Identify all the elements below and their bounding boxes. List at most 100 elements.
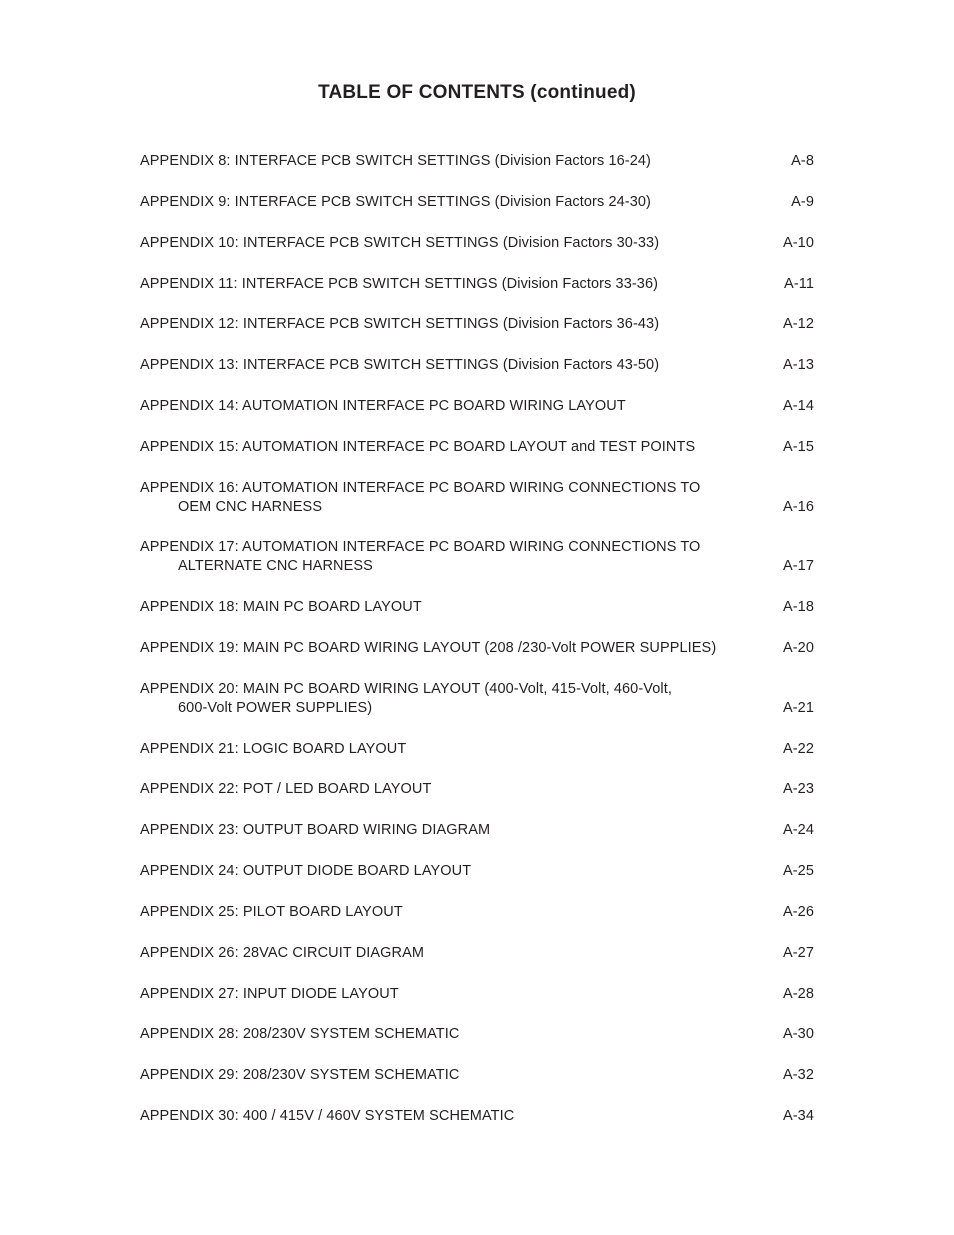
toc-line: APPENDIX 27: INPUT DIODE LAYOUT A-28 [140, 985, 814, 1004]
toc-page-number: A-27 [783, 944, 814, 963]
toc-page-number: A-16 [783, 498, 814, 517]
toc-text: APPENDIX 12: INTERFACE PCB SWITCH SETTIN… [140, 315, 659, 334]
toc-text: APPENDIX 23: OUTPUT BOARD WIRING DIAGRAM [140, 821, 490, 840]
toc-entry: APPENDIX 22: POT / LED BOARD LAYOUT A-23 [140, 780, 814, 799]
toc-page-number: A-9 [791, 193, 814, 212]
toc-page-number: A-34 [783, 1107, 814, 1126]
toc-page-number: A-12 [783, 315, 814, 334]
toc-entry: APPENDIX 14: AUTOMATION INTERFACE PC BOA… [140, 397, 814, 416]
toc-line: APPENDIX 30: 400 / 415V / 460V SYSTEM SC… [140, 1107, 814, 1126]
toc-line: APPENDIX 24: OUTPUT DIODE BOARD LAYOUT A… [140, 862, 814, 881]
toc-line: APPENDIX 11: INTERFACE PCB SWITCH SETTIN… [140, 275, 814, 294]
toc-line: APPENDIX 17: AUTOMATION INTERFACE PC BOA… [140, 538, 814, 557]
toc-line: APPENDIX 29: 208/230V SYSTEM SCHEMATIC A… [140, 1066, 814, 1085]
toc-line: APPENDIX 13: INTERFACE PCB SWITCH SETTIN… [140, 356, 814, 375]
toc-entry: APPENDIX 12: INTERFACE PCB SWITCH SETTIN… [140, 315, 814, 334]
toc-text: APPENDIX 24: OUTPUT DIODE BOARD LAYOUT [140, 862, 471, 881]
toc-entry: APPENDIX 8: INTERFACE PCB SWITCH SETTING… [140, 152, 814, 171]
toc-page-number: A-25 [783, 862, 814, 881]
toc-line: APPENDIX 8: INTERFACE PCB SWITCH SETTING… [140, 152, 814, 171]
toc-entry: APPENDIX 29: 208/230V SYSTEM SCHEMATIC A… [140, 1066, 814, 1085]
toc-page-number: A-32 [783, 1066, 814, 1085]
toc-line: APPENDIX 16: AUTOMATION INTERFACE PC BOA… [140, 479, 814, 498]
toc-page-number: A-14 [783, 397, 814, 416]
toc-page-number: A-18 [783, 598, 814, 617]
toc-text: APPENDIX 27: INPUT DIODE LAYOUT [140, 985, 399, 1004]
toc-text: APPENDIX 8: INTERFACE PCB SWITCH SETTING… [140, 152, 651, 171]
toc-page-number: A-26 [783, 903, 814, 922]
toc-line-continuation: 600-Volt POWER SUPPLIES) A-21 [140, 699, 814, 718]
toc-line: APPENDIX 28: 208/230V SYSTEM SCHEMATIC A… [140, 1025, 814, 1044]
toc-line: APPENDIX 19: MAIN PC BOARD WIRING LAYOUT… [140, 639, 814, 658]
toc-text: APPENDIX 9: INTERFACE PCB SWITCH SETTING… [140, 193, 651, 212]
toc-entry: APPENDIX 16: AUTOMATION INTERFACE PC BOA… [140, 479, 814, 517]
toc-line: APPENDIX 20: MAIN PC BOARD WIRING LAYOUT… [140, 680, 814, 699]
toc-text: APPENDIX 21: LOGIC BOARD LAYOUT [140, 740, 406, 759]
toc-text: APPENDIX 29: 208/230V SYSTEM SCHEMATIC [140, 1066, 459, 1085]
toc-line: APPENDIX 22: POT / LED BOARD LAYOUT A-23 [140, 780, 814, 799]
toc-text: APPENDIX 16: AUTOMATION INTERFACE PC BOA… [140, 479, 700, 498]
toc-entry: APPENDIX 21: LOGIC BOARD LAYOUT A-22 [140, 740, 814, 759]
table-of-contents: APPENDIX 8: INTERFACE PCB SWITCH SETTING… [140, 152, 814, 1126]
toc-entry: APPENDIX 26: 28VAC CIRCUIT DIAGRAM A-27 [140, 944, 814, 963]
toc-text: APPENDIX 14: AUTOMATION INTERFACE PC BOA… [140, 397, 626, 416]
toc-page-number: A-24 [783, 821, 814, 840]
toc-line: APPENDIX 9: INTERFACE PCB SWITCH SETTING… [140, 193, 814, 212]
toc-text: APPENDIX 20: MAIN PC BOARD WIRING LAYOUT… [140, 680, 672, 699]
toc-entry: APPENDIX 28: 208/230V SYSTEM SCHEMATIC A… [140, 1025, 814, 1044]
document-page: TABLE OF CONTENTS (continued) APPENDIX 8… [0, 0, 954, 1235]
toc-entry: APPENDIX 13: INTERFACE PCB SWITCH SETTIN… [140, 356, 814, 375]
toc-text: APPENDIX 22: POT / LED BOARD LAYOUT [140, 780, 431, 799]
toc-text: APPENDIX 28: 208/230V SYSTEM SCHEMATIC [140, 1025, 459, 1044]
toc-page-number: A-11 [784, 275, 814, 294]
toc-entry: APPENDIX 19: MAIN PC BOARD WIRING LAYOUT… [140, 639, 814, 658]
toc-entry: APPENDIX 11: INTERFACE PCB SWITCH SETTIN… [140, 275, 814, 294]
page-title: TABLE OF CONTENTS (continued) [140, 82, 814, 104]
toc-text: APPENDIX 13: INTERFACE PCB SWITCH SETTIN… [140, 356, 659, 375]
toc-text: APPENDIX 18: MAIN PC BOARD LAYOUT [140, 598, 422, 617]
toc-entry: APPENDIX 30: 400 / 415V / 460V SYSTEM SC… [140, 1107, 814, 1126]
toc-text: APPENDIX 25: PILOT BOARD LAYOUT [140, 903, 403, 922]
toc-text: APPENDIX 17: AUTOMATION INTERFACE PC BOA… [140, 538, 700, 557]
toc-line: APPENDIX 10: INTERFACE PCB SWITCH SETTIN… [140, 234, 814, 253]
toc-page-number: A-28 [783, 985, 814, 1004]
toc-entry: APPENDIX 23: OUTPUT BOARD WIRING DIAGRAM… [140, 821, 814, 840]
toc-text: APPENDIX 30: 400 / 415V / 460V SYSTEM SC… [140, 1107, 514, 1126]
toc-page-number: A-22 [783, 740, 814, 759]
toc-entry: APPENDIX 24: OUTPUT DIODE BOARD LAYOUT A… [140, 862, 814, 881]
toc-entry: APPENDIX 15: AUTOMATION INTERFACE PC BOA… [140, 438, 814, 457]
toc-line: APPENDIX 26: 28VAC CIRCUIT DIAGRAM A-27 [140, 944, 814, 963]
toc-page-number: A-13 [783, 356, 814, 375]
toc-line-continuation: OEM CNC HARNESS A-16 [140, 498, 814, 517]
toc-entry: APPENDIX 27: INPUT DIODE LAYOUT A-28 [140, 985, 814, 1004]
toc-page-number: A-15 [783, 438, 814, 457]
toc-page-number: A-30 [783, 1025, 814, 1044]
toc-line: APPENDIX 12: INTERFACE PCB SWITCH SETTIN… [140, 315, 814, 334]
toc-continuation-text: 600-Volt POWER SUPPLIES) [178, 699, 372, 718]
toc-continuation-text: OEM CNC HARNESS [178, 498, 322, 517]
toc-continuation-text: ALTERNATE CNC HARNESS [178, 557, 373, 576]
toc-entry: APPENDIX 18: MAIN PC BOARD LAYOUT A-18 [140, 598, 814, 617]
toc-page-number: A-17 [783, 557, 814, 576]
toc-text: APPENDIX 19: MAIN PC BOARD WIRING LAYOUT… [140, 639, 716, 658]
toc-page-number: A-10 [783, 234, 814, 253]
toc-entry: APPENDIX 25: PILOT BOARD LAYOUT A-26 [140, 903, 814, 922]
toc-page-number: A-8 [791, 152, 814, 171]
toc-text: APPENDIX 11: INTERFACE PCB SWITCH SETTIN… [140, 275, 658, 294]
toc-page-number: A-23 [783, 780, 814, 799]
toc-text: APPENDIX 26: 28VAC CIRCUIT DIAGRAM [140, 944, 424, 963]
toc-line: APPENDIX 14: AUTOMATION INTERFACE PC BOA… [140, 397, 814, 416]
toc-text: APPENDIX 15: AUTOMATION INTERFACE PC BOA… [140, 438, 695, 457]
toc-entry: APPENDIX 9: INTERFACE PCB SWITCH SETTING… [140, 193, 814, 212]
toc-line-continuation: ALTERNATE CNC HARNESS A-17 [140, 557, 814, 576]
toc-entry: APPENDIX 10: INTERFACE PCB SWITCH SETTIN… [140, 234, 814, 253]
toc-line: APPENDIX 25: PILOT BOARD LAYOUT A-26 [140, 903, 814, 922]
toc-line: APPENDIX 21: LOGIC BOARD LAYOUT A-22 [140, 740, 814, 759]
toc-text: APPENDIX 10: INTERFACE PCB SWITCH SETTIN… [140, 234, 659, 253]
toc-entry: APPENDIX 20: MAIN PC BOARD WIRING LAYOUT… [140, 680, 814, 718]
toc-line: APPENDIX 23: OUTPUT BOARD WIRING DIAGRAM… [140, 821, 814, 840]
toc-page-number: A-21 [783, 699, 814, 718]
toc-line: APPENDIX 18: MAIN PC BOARD LAYOUT A-18 [140, 598, 814, 617]
toc-entry: APPENDIX 17: AUTOMATION INTERFACE PC BOA… [140, 538, 814, 576]
toc-page-number: A-20 [783, 639, 814, 658]
